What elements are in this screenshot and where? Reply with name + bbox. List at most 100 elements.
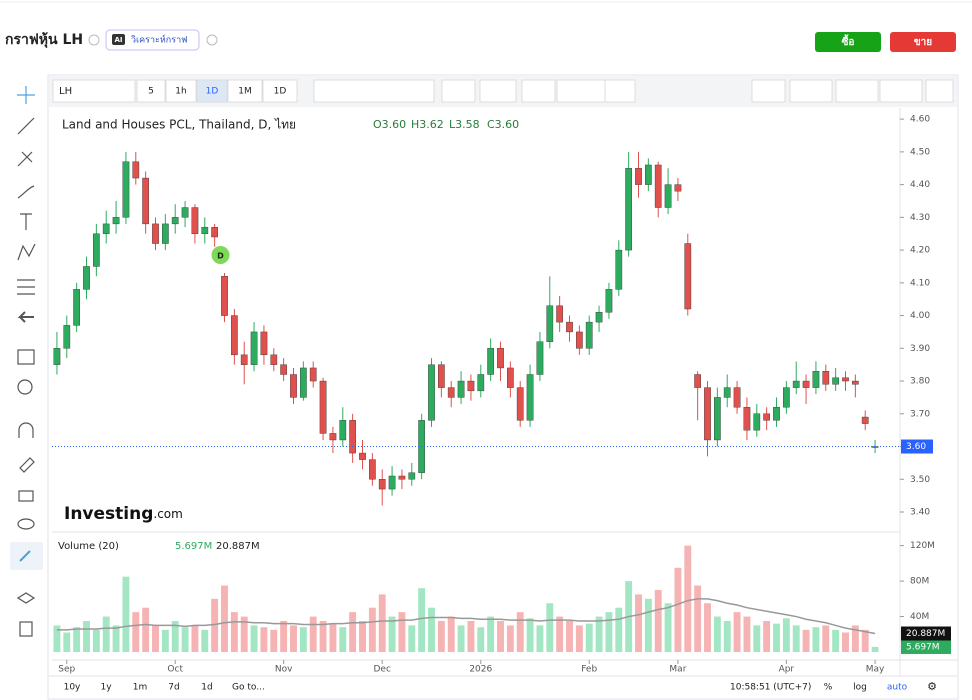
text-tool[interactable] xyxy=(20,213,32,230)
interval-label: 1M xyxy=(238,87,252,97)
range-button[interactable]: 7d xyxy=(168,683,179,693)
volume-bar xyxy=(201,629,209,653)
lock-draw-tool[interactable] xyxy=(19,457,35,473)
volume-bar xyxy=(309,616,317,653)
fib-tool[interactable] xyxy=(17,151,33,167)
volume-bar xyxy=(152,625,159,653)
candle-body xyxy=(684,243,692,310)
candle-body xyxy=(83,266,90,290)
ai-badge-bg xyxy=(112,34,125,45)
alert-button[interactable] xyxy=(604,79,636,103)
ai-badge: AI xyxy=(114,36,122,44)
ai-button-label: วิเคราะห์กราฟ xyxy=(131,34,188,46)
volume-bar xyxy=(674,567,682,653)
volume-bar xyxy=(664,603,672,653)
info-icon xyxy=(206,34,218,46)
brush-tool[interactable] xyxy=(17,185,35,199)
measure-tool[interactable] xyxy=(17,279,35,295)
volume-bar xyxy=(122,576,130,653)
candle-body xyxy=(112,217,120,225)
candle-body xyxy=(654,164,662,208)
chart-type-group[interactable] xyxy=(313,79,435,103)
volume-bar xyxy=(437,620,445,653)
eye-tool[interactable] xyxy=(17,518,35,530)
color-button[interactable] xyxy=(789,79,833,103)
pattern-tool[interactable] xyxy=(17,243,36,261)
load-button[interactable] xyxy=(835,79,879,103)
undo-redo[interactable] xyxy=(556,79,606,103)
candle-body xyxy=(122,161,130,218)
range-button[interactable]: 10y xyxy=(64,683,81,693)
volume-bar xyxy=(63,632,71,653)
ohlc-value: C3.60 xyxy=(487,118,519,131)
candle-body xyxy=(290,374,297,398)
volume-title: Volume (20) xyxy=(58,541,119,552)
range-button[interactable]: 1y xyxy=(100,683,112,693)
volume-bar xyxy=(842,632,849,653)
y-tick-label: 3.40 xyxy=(910,507,930,517)
trash-tool[interactable] xyxy=(19,621,33,637)
candle-body xyxy=(378,479,386,490)
volume-bar xyxy=(595,616,603,653)
indicator-tool[interactable] xyxy=(17,349,35,365)
zoom-tool[interactable] xyxy=(17,379,33,395)
crosshair-tool[interactable] xyxy=(17,86,35,104)
link-tool[interactable] xyxy=(19,550,31,562)
range-button[interactable]: 1m xyxy=(133,683,148,693)
candle-body xyxy=(566,321,573,333)
candle-body xyxy=(546,305,554,342)
volume-bar xyxy=(733,612,741,653)
interval-button[interactable] xyxy=(165,79,197,103)
event-marker[interactable] xyxy=(211,246,230,264)
indicators-button[interactable] xyxy=(479,79,517,103)
candle-body xyxy=(852,380,859,385)
volume-tick-label: 80M xyxy=(910,577,929,587)
footer: 10y 1y 1m 7d 1d Go to...% log auto xyxy=(64,683,908,693)
lock-tool[interactable] xyxy=(18,490,34,502)
save-button[interactable] xyxy=(879,79,923,103)
axis-option[interactable]: auto xyxy=(887,683,908,693)
goto-button[interactable]: Go to... xyxy=(232,683,265,693)
x-tick-label: 2026 xyxy=(469,665,492,675)
axis-option[interactable]: log xyxy=(853,683,867,693)
candle-body xyxy=(280,364,287,375)
candle-body xyxy=(664,184,672,208)
sell-button[interactable] xyxy=(890,32,956,52)
axis-option[interactable]: % xyxy=(824,683,833,693)
logo: Investing.com xyxy=(64,504,183,524)
interval-button[interactable] xyxy=(136,79,166,103)
camera-button[interactable] xyxy=(751,79,786,103)
candle-body xyxy=(63,325,71,349)
y-tick-label: 3.80 xyxy=(910,377,930,387)
y-tick-label: 4.60 xyxy=(910,115,930,125)
candle-body xyxy=(447,387,455,398)
back-tool[interactable] xyxy=(17,311,34,323)
fullscreen-button[interactable] xyxy=(925,79,954,103)
line-tool[interactable] xyxy=(17,117,35,135)
compare-button[interactable] xyxy=(521,79,556,103)
ohlc-value: H3.62 xyxy=(411,118,444,131)
volume-bar xyxy=(743,616,751,653)
ai-button[interactable] xyxy=(105,29,200,51)
interval-button[interactable] xyxy=(262,79,298,103)
interval-button[interactable] xyxy=(227,79,263,103)
layers-tool[interactable] xyxy=(16,592,36,604)
volume-bar xyxy=(418,588,426,653)
volume-bar xyxy=(329,623,337,653)
volume-bar xyxy=(299,627,307,653)
buy-button[interactable] xyxy=(815,32,881,52)
settings-icon[interactable]: ⚙ xyxy=(927,680,937,693)
interval-button[interactable] xyxy=(196,79,228,103)
magnet-tool[interactable] xyxy=(18,422,34,438)
volume-bar xyxy=(851,625,859,653)
volume-bar xyxy=(457,625,465,653)
candle-body xyxy=(73,289,80,326)
volume-bar xyxy=(487,616,495,653)
y-tick-label: 3.90 xyxy=(910,344,930,354)
volume-bar xyxy=(83,620,90,653)
candle-body xyxy=(507,367,514,388)
symbol-box[interactable] xyxy=(52,79,136,103)
settings-button[interactable] xyxy=(441,79,476,103)
volume-tick-label: 120M xyxy=(910,541,935,551)
range-button[interactable]: 1d xyxy=(201,683,212,693)
